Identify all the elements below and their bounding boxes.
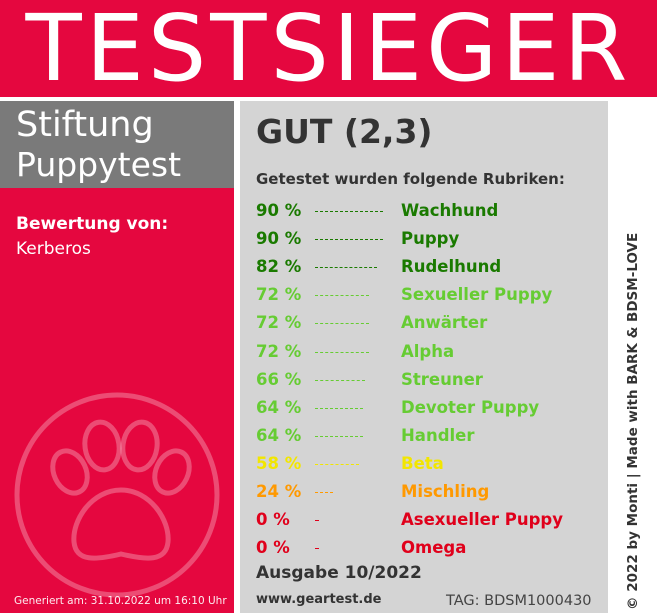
category-name: Puppy	[401, 229, 460, 249]
copyright-text: © 2022 by Monti | Made with BARK & BDSM-…	[625, 232, 641, 610]
header-divider	[0, 97, 657, 101]
category-percent: 72 %	[256, 313, 302, 333]
category-row: 64 % Devoter Puppy	[0, 396, 600, 420]
category-percent: 64 %	[256, 397, 302, 417]
category-row: 58 % Beta	[0, 452, 600, 476]
category-percent: 90 %	[256, 229, 302, 249]
evaluation-value: Kerberos	[16, 239, 91, 259]
category-bar	[315, 407, 363, 409]
evaluation-label: Bewertung von:	[16, 214, 169, 234]
paw-print-icon	[14, 392, 220, 598]
category-row: 0 % Asexueller Puppy	[0, 508, 600, 532]
category-percent: 72 %	[256, 285, 302, 305]
category-name: Alpha	[401, 341, 455, 361]
category-percent: 66 %	[256, 369, 302, 389]
category-row: 0 % Omega	[0, 536, 600, 560]
category-bar	[315, 211, 383, 212]
category-row: 72 % Anwärter	[0, 311, 600, 335]
category-percent: 24 %	[256, 482, 302, 501]
tag-label: TAG: BDSM1000430	[446, 593, 592, 609]
category-row: 64 % Handler	[0, 424, 600, 448]
category-bar	[315, 435, 363, 437]
category-name: Anwärter	[401, 313, 488, 333]
category-row: 90 % Puppy	[0, 227, 600, 251]
grade-title: GUT (2,3)	[256, 112, 433, 151]
category-row: 72 % Alpha	[0, 340, 600, 364]
category-row: 82 % Rudelhund	[0, 255, 600, 279]
brand-box	[0, 101, 234, 188]
category-name: Wachhund	[401, 201, 499, 220]
category-bar	[315, 520, 319, 522]
copyright-strip	[608, 101, 657, 613]
category-bar	[315, 351, 369, 353]
generated-timestamp: Generiert am: 31.10.2022 um 16:10 Uhr	[14, 595, 227, 607]
category-name: Rudelhund	[401, 257, 502, 277]
category-bar	[315, 463, 359, 465]
category-percent: 58 %	[256, 453, 302, 473]
issue-label: Ausgabe 10/2022	[256, 563, 422, 583]
category-name: Beta	[401, 453, 444, 473]
category-name: Sexueller Puppy	[401, 285, 553, 305]
category-row: 24 % Mischling	[0, 480, 600, 504]
category-name: Asexueller Puppy	[401, 510, 563, 530]
category-name: Omega	[401, 538, 467, 558]
brand-line2: Puppytest	[16, 145, 182, 184]
category-bar	[315, 492, 333, 493]
website-label: www.geartest.de	[256, 592, 382, 607]
category-bar	[315, 295, 369, 297]
category-percent: 82 %	[256, 257, 302, 277]
header-banner: TESTSIEGER	[0, 0, 657, 102]
brand-line1: Stiftung	[16, 105, 154, 145]
category-bar	[315, 239, 383, 241]
category-name: Streuner	[401, 369, 483, 389]
category-bar	[315, 548, 319, 550]
category-percent: 72 %	[256, 341, 302, 361]
category-name: Devoter Puppy	[401, 397, 540, 417]
category-name: Handler	[401, 425, 475, 445]
category-row: 72 % Sexueller Puppy	[0, 283, 600, 307]
category-percent: 64 %	[256, 425, 302, 445]
categories-heading: Getestet wurden folgende Rubriken:	[256, 170, 565, 188]
results-panel	[240, 101, 608, 613]
testsieger-title: TESTSIEGER	[25, 0, 632, 102]
category-percent: 0 %	[256, 510, 290, 530]
category-name: Mischling	[401, 482, 490, 501]
category-row: 90 % Wachhund	[0, 199, 600, 223]
category-bar	[315, 267, 377, 269]
vertical-divider	[234, 101, 240, 613]
category-row: 66 % Streuner	[0, 368, 600, 392]
category-bar	[315, 379, 365, 381]
category-percent: 0 %	[256, 538, 290, 558]
category-bar	[315, 323, 369, 325]
category-percent: 90 %	[256, 201, 302, 220]
